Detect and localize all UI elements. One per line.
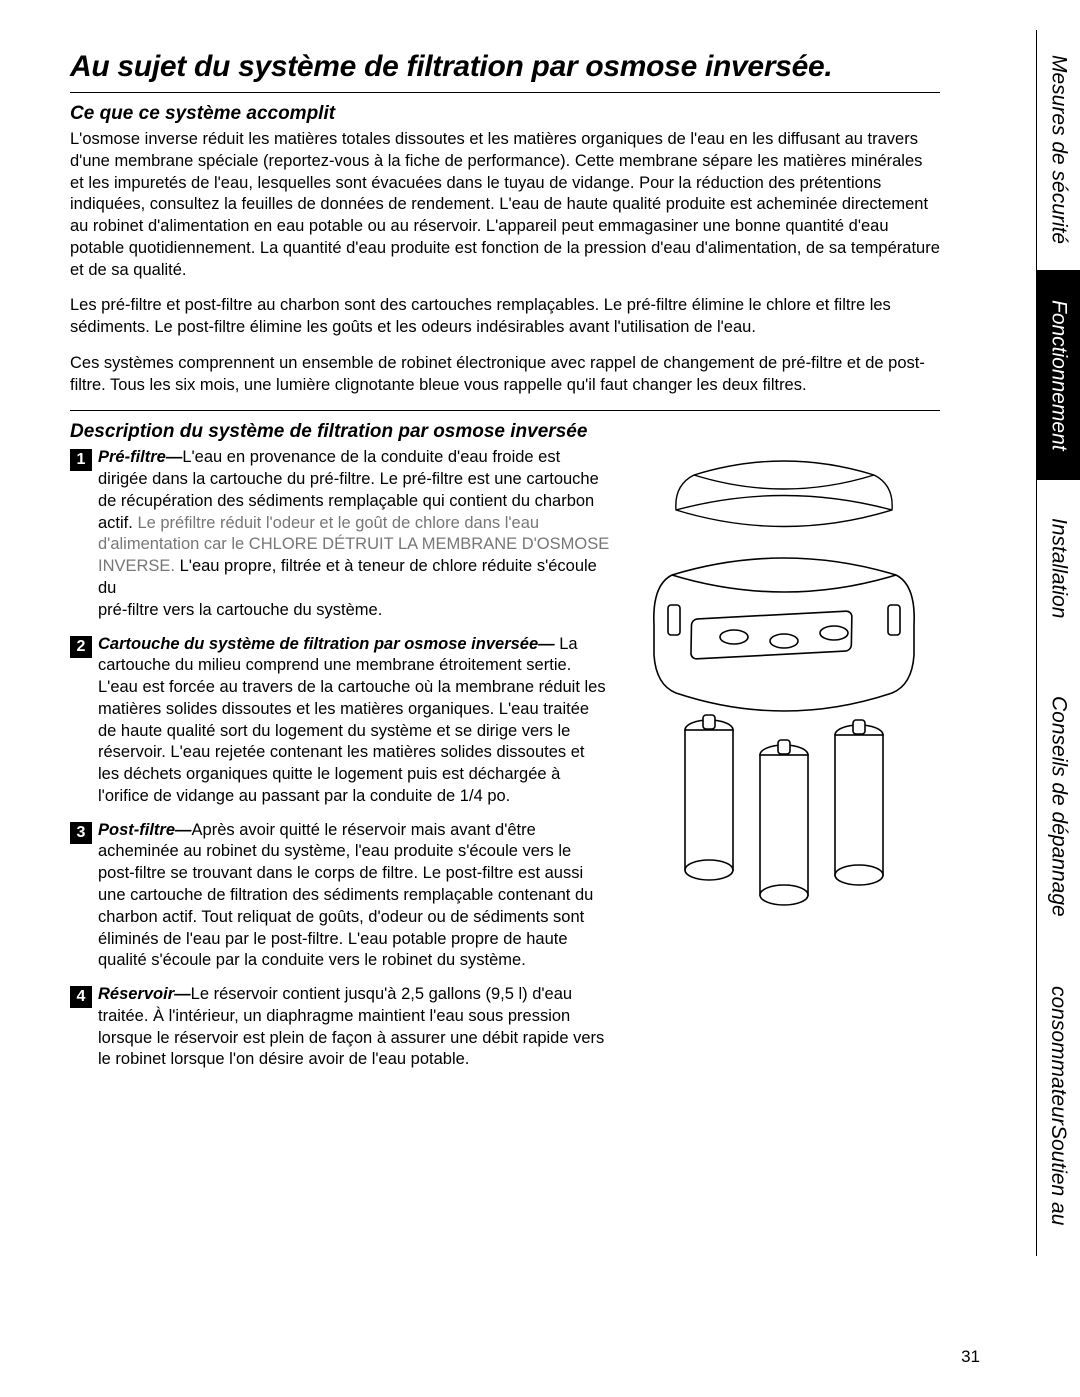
page-number: 31 <box>961 1347 980 1367</box>
description-text-column: 1 Pré-filtre—L'eau en provenance de la c… <box>70 447 610 1083</box>
side-tab-0[interactable]: Mesures de sécurité <box>1036 30 1080 270</box>
section1-p2: Les pré-filtre et post-filtre au charbon… <box>70 295 940 339</box>
section1-p1: L'osmose inverse réduit les matières tot… <box>70 129 940 281</box>
item4-lead: Réservoir— <box>98 985 191 1003</box>
item2-body: La cartouche du milieu comprend une memb… <box>98 635 606 805</box>
desc-item-1: 1 Pré-filtre—L'eau en provenance de la c… <box>70 447 610 621</box>
item3-lead: Post-filtre— <box>98 821 192 839</box>
num-badge-1: 1 <box>70 449 92 471</box>
desc-item-3: 3 Post-filtre—Après avoir quitté le rése… <box>70 820 610 972</box>
desc-item-2: 2 Cartouche du système de filtration par… <box>70 634 610 808</box>
item1-trail: pré-filtre vers la cartouche du système. <box>98 600 610 622</box>
desc-item-4: 4 Réservoir—Le réservoir contient jusqu'… <box>70 984 610 1071</box>
section2-heading: Description du système de filtration par… <box>70 421 940 443</box>
side-tab-2[interactable]: Installation <box>1036 480 1080 656</box>
side-tab-4[interactable]: consommateurSoutien au <box>1036 956 1080 1256</box>
system-diagram-svg <box>634 455 934 915</box>
side-tab-1[interactable]: Fonctionnement <box>1036 270 1080 480</box>
num-badge-3: 3 <box>70 822 92 844</box>
num-badge-4: 4 <box>70 986 92 1008</box>
title-rule <box>70 92 940 93</box>
section1-heading: Ce que ce système accomplit <box>70 103 940 125</box>
item1-lead: Pré-filtre— <box>98 448 182 466</box>
num-badge-2: 2 <box>70 636 92 658</box>
item2-lead: Cartouche du système de filtration par o… <box>98 635 555 653</box>
item3-body: Après avoir quitté le réservoir mais ava… <box>98 821 593 970</box>
system-diagram <box>634 447 934 1083</box>
side-tab-3[interactable]: Conseils de dépannage <box>1036 656 1080 956</box>
section1-p3: Ces systèmes comprennent un ensemble de … <box>70 353 940 397</box>
page-title: Au sujet du système de filtration par os… <box>70 50 940 84</box>
section-divider <box>70 410 940 411</box>
side-tabs: Mesures de sécuritéFonctionnementInstall… <box>1036 30 1080 1370</box>
